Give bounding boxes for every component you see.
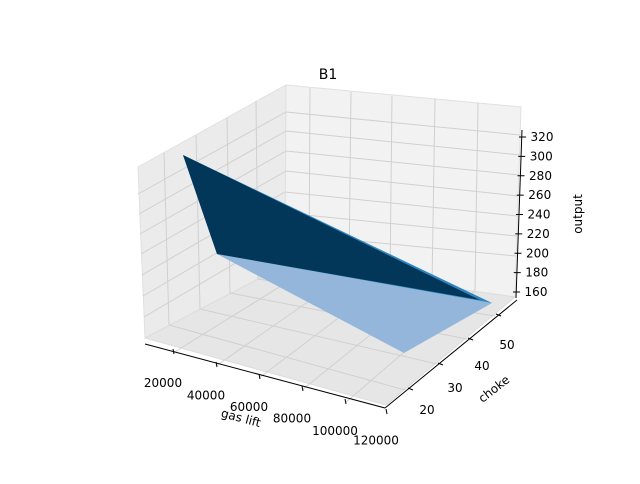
surface [183, 155, 492, 353]
z-tick-label: 200 [526, 246, 549, 260]
y-axis-label: choke [476, 373, 513, 406]
grid-line [199, 308, 438, 365]
x-tick-mark [215, 361, 218, 368]
x-tick-mark [344, 398, 347, 405]
z-tick-label: 160 [525, 285, 548, 299]
z-tick-label: 180 [525, 266, 548, 280]
z-axis-label: output [571, 194, 585, 234]
x-axis-line [144, 343, 386, 409]
y-tick-mark [407, 387, 414, 391]
x-tick-mark [258, 373, 261, 380]
y-tick-label: 50 [499, 338, 514, 352]
grid-line [284, 212, 518, 237]
x-tick-mark [172, 348, 175, 355]
y-axis-line [384, 299, 518, 409]
z-tick-label: 220 [527, 227, 550, 241]
y-tick-label: 40 [474, 359, 489, 373]
grid-line [389, 95, 393, 280]
x-tick-label: 120000 [353, 434, 399, 448]
z-tick-label: 280 [529, 169, 552, 183]
grid-line [431, 98, 436, 286]
z-tick-label: 300 [530, 149, 553, 163]
y-tick-mark [495, 313, 502, 317]
grid-line [168, 324, 406, 391]
surface-dark-face [183, 155, 480, 300]
y-ticks: 20 30 40 50 [407, 313, 515, 417]
chart-title: B1 [319, 67, 338, 83]
grid-line [137, 111, 287, 195]
x-tick-label: 40000 [187, 389, 225, 403]
x-tick-mark [385, 408, 388, 415]
grid-line [285, 111, 521, 136]
y-tick-mark [467, 337, 474, 341]
grid-line [474, 102, 479, 292]
surface-mid-face [183, 155, 492, 303]
grid-line [285, 170, 519, 197]
grid-line [285, 150, 520, 176]
z-tick-label: 320 [531, 130, 554, 144]
y-tick-label: 30 [447, 381, 462, 395]
x-tick-mark [301, 385, 304, 392]
y-tick-label: 20 [419, 403, 434, 417]
z-tick-label: 260 [528, 188, 551, 202]
z-ticks: 160 180 200 220 240 260 280 300 320 [513, 130, 553, 299]
x-tick-label: 100000 [312, 424, 358, 438]
surface-light-face [217, 254, 492, 353]
grid-line [285, 130, 521, 156]
z-tick-label: 240 [528, 208, 551, 222]
x-tick-label: 60000 [230, 400, 268, 414]
x-tick-label: 80000 [273, 412, 311, 426]
x-tick-label: 20000 [144, 376, 182, 390]
grid-line [284, 191, 519, 217]
y-tick-mark [437, 362, 444, 366]
